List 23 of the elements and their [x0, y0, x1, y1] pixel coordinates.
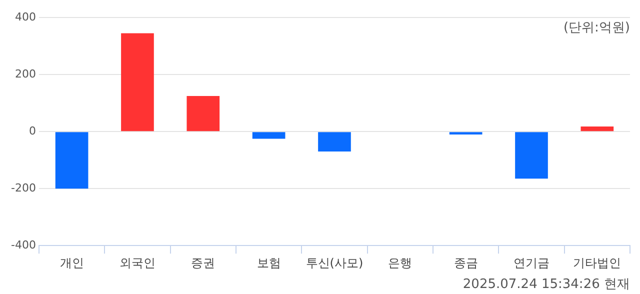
x-tick-label: 개인 [60, 256, 84, 270]
x-tick-label: 투신(사모) [306, 256, 364, 270]
y-tick-label: -200 [10, 181, 36, 194]
bar [318, 132, 351, 152]
annotation: (단위:억원) [563, 20, 630, 36]
y-tick-label: 400 [14, 10, 36, 24]
bar [580, 126, 614, 132]
x-tick-label: 연기금 [513, 256, 550, 270]
y-tick-label: 200 [14, 67, 36, 80]
bar [55, 132, 88, 189]
x-tick-label: 외국인 [119, 256, 156, 270]
x-tick-label: 보험 [256, 256, 281, 270]
bar [252, 132, 286, 139]
y-tick-label: -400 [10, 238, 36, 252]
bar [121, 33, 154, 132]
x-tick-label: 증권 [191, 256, 216, 270]
x-tick-label: 기타법인 [573, 256, 622, 270]
bar [186, 96, 220, 132]
bar [515, 132, 548, 179]
text: 2025.07.24 15:34:26 현재 [462, 276, 630, 292]
x-tick-label: 은행 [388, 256, 412, 270]
y-tick-label: 0 [28, 124, 36, 138]
x-tick-label: 종금 [454, 256, 478, 270]
